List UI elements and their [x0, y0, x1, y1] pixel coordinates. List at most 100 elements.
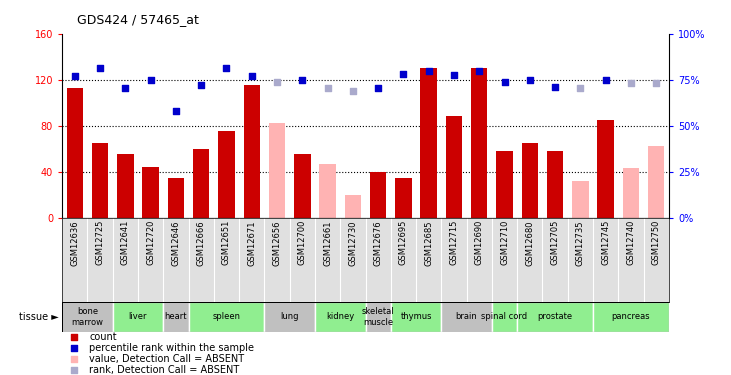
Point — [69, 367, 80, 373]
Bar — [572, 181, 588, 218]
Text: heart: heart — [164, 312, 187, 321]
Text: brain: brain — [455, 312, 477, 321]
Point — [423, 68, 434, 74]
Text: GSM12740: GSM12740 — [626, 220, 635, 266]
Point — [170, 108, 182, 114]
Bar — [189, 302, 265, 332]
Bar — [471, 68, 488, 218]
Point — [474, 68, 485, 74]
Text: GSM12651: GSM12651 — [222, 220, 231, 266]
Bar — [62, 302, 113, 332]
Point — [372, 85, 384, 91]
Text: prostate: prostate — [537, 312, 572, 321]
Text: skeletal
muscle: skeletal muscle — [362, 307, 395, 327]
Bar — [117, 154, 134, 218]
Bar — [143, 167, 159, 218]
Point — [322, 85, 333, 91]
Point — [246, 73, 257, 79]
Text: lung: lung — [281, 312, 299, 321]
Point — [499, 79, 510, 85]
Text: GSM12676: GSM12676 — [374, 220, 382, 266]
Text: GSM12685: GSM12685 — [424, 220, 433, 266]
Point — [625, 80, 637, 86]
Text: GSM12710: GSM12710 — [500, 220, 509, 266]
Bar — [92, 143, 108, 218]
Bar — [446, 116, 462, 218]
Bar — [344, 195, 361, 217]
Bar — [294, 154, 311, 218]
Text: GSM12705: GSM12705 — [550, 220, 560, 266]
Text: kidney: kidney — [326, 312, 355, 321]
Text: value, Detection Call = ABSENT: value, Detection Call = ABSENT — [89, 354, 245, 364]
Text: GSM12671: GSM12671 — [247, 220, 257, 266]
Text: GSM12725: GSM12725 — [96, 220, 105, 266]
Text: GSM12680: GSM12680 — [526, 220, 534, 266]
Bar — [391, 302, 442, 332]
Bar — [219, 131, 235, 218]
Bar — [167, 178, 184, 218]
Point — [195, 82, 207, 88]
Point — [94, 65, 106, 71]
Text: GSM12745: GSM12745 — [601, 220, 610, 266]
Point — [524, 77, 536, 83]
Point — [119, 85, 131, 91]
Bar — [395, 178, 412, 218]
Bar — [420, 68, 437, 218]
Bar — [265, 302, 315, 332]
Bar — [113, 302, 163, 332]
Bar — [319, 164, 336, 218]
Text: GDS424 / 57465_at: GDS424 / 57465_at — [77, 13, 199, 26]
Text: bone
marrow: bone marrow — [72, 307, 103, 327]
Bar — [67, 88, 83, 218]
Point — [69, 345, 80, 351]
Point — [221, 65, 232, 71]
Point — [347, 88, 359, 94]
Text: GSM12661: GSM12661 — [323, 220, 332, 266]
Point — [651, 80, 662, 86]
Text: spleen: spleen — [213, 312, 240, 321]
Point — [69, 334, 80, 340]
Text: GSM12730: GSM12730 — [349, 220, 357, 266]
Bar — [193, 148, 209, 217]
Bar — [547, 151, 564, 217]
Bar — [593, 302, 669, 332]
Bar — [623, 168, 639, 217]
Bar — [269, 123, 285, 218]
Text: liver: liver — [129, 312, 147, 321]
Bar — [243, 86, 260, 218]
Point — [398, 71, 409, 77]
Text: count: count — [89, 332, 117, 342]
Text: GSM12700: GSM12700 — [298, 220, 307, 266]
Point — [448, 72, 460, 78]
Text: pancreas: pancreas — [612, 312, 651, 321]
Text: GSM12750: GSM12750 — [652, 220, 661, 266]
Text: GSM12646: GSM12646 — [171, 220, 181, 266]
Point — [575, 85, 586, 91]
Bar — [442, 302, 492, 332]
Bar — [163, 302, 189, 332]
Bar — [496, 151, 512, 217]
Point — [549, 84, 561, 90]
Bar — [522, 143, 538, 218]
Bar — [492, 302, 518, 332]
Text: thymus: thymus — [401, 312, 432, 321]
Text: GSM12656: GSM12656 — [273, 220, 281, 266]
Text: GSM12715: GSM12715 — [450, 220, 458, 266]
Point — [271, 79, 283, 85]
Text: GSM12666: GSM12666 — [197, 220, 205, 266]
Text: GSM12690: GSM12690 — [474, 220, 484, 266]
Text: percentile rank within the sample: percentile rank within the sample — [89, 343, 254, 353]
Text: GSM12720: GSM12720 — [146, 220, 155, 266]
Bar — [366, 302, 391, 332]
Point — [69, 73, 80, 79]
Bar — [315, 302, 366, 332]
Text: tissue ►: tissue ► — [19, 312, 58, 322]
Text: rank, Detection Call = ABSENT: rank, Detection Call = ABSENT — [89, 364, 240, 375]
Bar — [518, 302, 593, 332]
Text: spinal cord: spinal cord — [482, 312, 528, 321]
Point — [145, 77, 156, 83]
Point — [297, 77, 308, 83]
Point — [600, 77, 612, 83]
Text: GSM12735: GSM12735 — [576, 220, 585, 266]
Text: GSM12641: GSM12641 — [121, 220, 130, 266]
